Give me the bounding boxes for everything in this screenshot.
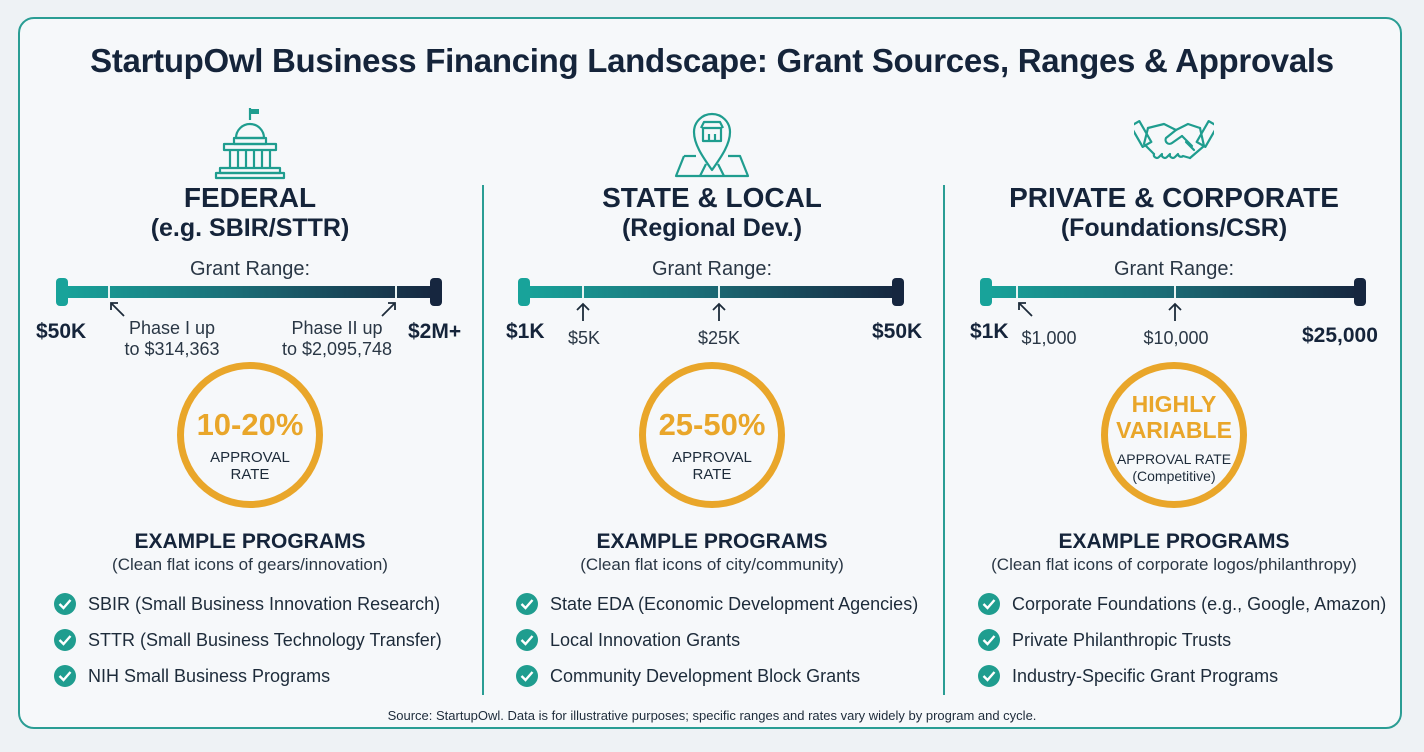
range-min-label: $1K: [970, 320, 1009, 343]
arrow-icon: [381, 302, 396, 317]
source-note: Source: StartupOwl. Data is for illustra…: [387, 708, 1037, 723]
grant-range-label: Grant Range:: [189, 258, 311, 280]
check-icon: [978, 629, 1000, 651]
range-start-cap: [518, 278, 530, 306]
range-tick: [582, 286, 584, 298]
range-tick: [108, 286, 110, 298]
approval-rate-note: (Competitive): [1132, 468, 1216, 484]
column-divider: [943, 185, 945, 695]
approval-rate-value: HIGHLY: [1131, 391, 1217, 417]
arrow-icon: [1168, 302, 1182, 321]
check-icon: [516, 629, 538, 651]
private-corporate-column: PRIVATE & CORPORATE (Foundations/CSR) Gr…: [944, 100, 1404, 700]
check-icon: [978, 593, 1000, 615]
category-name: STATE & LOCAL: [602, 182, 822, 213]
arrow-icon: [110, 302, 125, 317]
range-start-cap: [980, 278, 992, 306]
range-tick: [718, 286, 720, 298]
grant-range-label: Grant Range:: [651, 258, 773, 280]
marker-label: $25K: [697, 328, 741, 348]
approval-rate-badge: 10-20% APPROVAL RATE: [177, 362, 323, 508]
check-icon: [978, 665, 1000, 687]
example-programs-note: (Clean flat icons of corporate logos/phi…: [991, 555, 1357, 574]
check-icon: [516, 593, 538, 615]
state-local-column: STATE & LOCAL (Regional Dev.) Grant Rang…: [482, 100, 942, 700]
range-tick: [1174, 286, 1176, 298]
marker-label: Phase II up to $2,095,748: [281, 318, 393, 359]
range-end-cap: [892, 278, 904, 306]
arrow-icon: [576, 302, 590, 321]
map-pin-storefront-icon: [674, 112, 750, 178]
approval-rate-badge: 25-50% APPROVAL RATE: [639, 362, 785, 508]
approval-rate-value: 10-20%: [196, 407, 304, 442]
grant-range-label: Grant Range:: [1113, 258, 1235, 280]
capitol-building-icon: [214, 108, 286, 180]
grant-range-bar: [64, 286, 436, 298]
example-programs-note: (Clean flat icons of city/community): [580, 555, 844, 574]
range-tick: [1016, 286, 1018, 298]
check-icon: [54, 593, 76, 615]
page-title: StartupOwl Business Financing Landscape:…: [90, 42, 1334, 79]
range-max-label: $25,000: [1302, 324, 1378, 347]
approval-rate-caption: APPROVAL RATE: [672, 449, 752, 483]
approval-rate-badge: HIGHLY VARIABLE APPROVAL RATE (Competiti…: [1101, 362, 1247, 508]
range-min-label: $50K: [36, 320, 87, 343]
range-tick: [395, 286, 397, 298]
arrow-icon: [1018, 302, 1033, 317]
check-icon: [54, 629, 76, 651]
category-name: PRIVATE & CORPORATE: [1009, 182, 1339, 213]
handshake-icon: [1134, 120, 1214, 160]
range-max-label: $50K: [872, 320, 923, 343]
marker-label: Phase I up to $314,363: [124, 318, 220, 359]
approval-rate-caption: APPROVAL RATE: [210, 449, 290, 483]
marker-label: $10,000: [1143, 328, 1209, 348]
category-subtitle: (e.g. SBIR/STTR): [150, 214, 350, 242]
range-min-label: $1K: [506, 320, 545, 343]
category-subtitle: (Regional Dev.): [621, 214, 803, 242]
range-start-cap: [56, 278, 68, 306]
marker-label: $1,000: [1021, 328, 1077, 348]
check-icon: [54, 665, 76, 687]
example-programs-title: EXAMPLE PROGRAMS: [596, 530, 828, 553]
example-programs-title: EXAMPLE PROGRAMS: [1058, 530, 1290, 553]
approval-rate-caption: APPROVAL RATE: [1116, 451, 1232, 467]
grant-range-bar: [526, 286, 898, 298]
approval-rate-value: 25-50%: [658, 407, 766, 442]
category-subtitle: (Foundations/CSR): [1060, 214, 1288, 242]
column-divider: [482, 185, 484, 695]
example-programs-note: (Clean flat icons of gears/innovation): [112, 555, 388, 574]
category-name: FEDERAL: [183, 182, 317, 213]
example-programs-title: EXAMPLE PROGRAMS: [134, 530, 366, 553]
marker-label: $5K: [567, 328, 601, 348]
federal-column: FEDERAL (e.g. SBIR/STTR) Grant Range: $5…: [20, 100, 480, 700]
arrow-icon: [712, 302, 726, 321]
approval-rate-value: VARIABLE: [1116, 417, 1232, 443]
range-end-cap: [1354, 278, 1366, 306]
range-max-label: $2M+: [408, 320, 462, 343]
check-icon: [516, 665, 538, 687]
range-end-cap: [430, 278, 442, 306]
